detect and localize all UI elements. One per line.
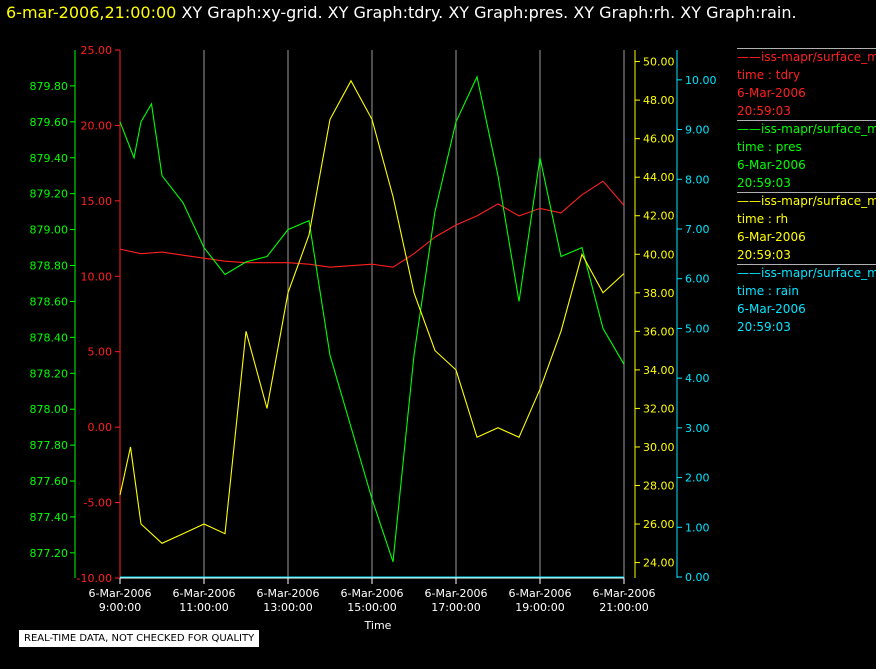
chart-header: 6-mar-2006,21:00:00 XY Graph:xy-grid. XY… <box>6 2 797 24</box>
pres-tick-label: 877.40 <box>30 511 69 524</box>
legend-field: time : rh <box>737 212 789 226</box>
rh-tick-label: 40.00 <box>643 248 675 261</box>
pres-tick-label: 877.20 <box>30 547 69 560</box>
tdry-series-line <box>119 180 625 268</box>
pres-tick-label: 877.80 <box>30 439 69 452</box>
tdry-tick-label: 20.00 <box>81 119 113 132</box>
rh-series-line <box>119 79 625 544</box>
rh-tick-label: 24.00 <box>643 557 675 570</box>
legend-field: time : tdry <box>737 68 801 82</box>
legend-field: time : rain <box>737 284 800 298</box>
rh-tick-label: 46.00 <box>643 133 675 146</box>
rh-tick-label: 30.00 <box>643 441 675 454</box>
rh-tick-label: 42.00 <box>643 210 675 223</box>
rh-tick-label: 34.00 <box>643 364 675 377</box>
legend-time: 20:59:03 <box>737 320 791 334</box>
rh-tick-label: 32.00 <box>643 402 675 415</box>
rain-tick-label: 5.00 <box>685 322 710 335</box>
legend-series-label: ——iss-mapr/surface_m <box>737 122 876 136</box>
x-tick-date: 6-Mar-2006 <box>89 587 152 600</box>
legend-date: 6-Mar-2006 <box>737 158 806 172</box>
rain-tick-label: 4.00 <box>685 372 710 385</box>
rain-tick-label: 3.00 <box>685 422 710 435</box>
legend-separator <box>737 120 876 121</box>
rh-tick-label: 48.00 <box>643 94 675 107</box>
legend-separator <box>737 192 876 193</box>
x-tick-time: 9:00:00 <box>99 601 141 614</box>
legend-series-label: ——iss-mapr/surface_m <box>737 194 876 208</box>
pres-tick-label: 879.80 <box>30 80 69 93</box>
rain-tick-label: 7.00 <box>685 223 710 236</box>
rh-tick-label: 28.00 <box>643 480 675 493</box>
pres-tick-label: 879.00 <box>30 224 69 237</box>
pres-tick-label: 877.60 <box>30 475 69 488</box>
tdry-tick-label: 25.00 <box>81 44 113 57</box>
rh-tick-label: 36.00 <box>643 325 675 338</box>
x-axis-label: Time <box>364 619 392 632</box>
pres-tick-label: 878.40 <box>30 331 69 344</box>
header-timestamp: 6-mar-2006,21:00:00 <box>6 3 177 22</box>
pres-tick-label: 879.60 <box>30 116 69 129</box>
x-tick-date: 6-Mar-2006 <box>425 587 488 600</box>
pres-tick-label: 878.80 <box>30 260 69 273</box>
tdry-tick-label: -5.00 <box>84 497 112 510</box>
pres-series-line <box>119 75 625 562</box>
x-tick-date: 6-Mar-2006 <box>173 587 236 600</box>
rain-tick-label: 8.00 <box>685 173 710 186</box>
tdry-tick-label: 5.00 <box>88 346 113 359</box>
pres-tick-label: 879.40 <box>30 152 69 165</box>
legend-series-label: ——iss-mapr/surface_m <box>737 50 876 64</box>
legend-date: 6-Mar-2006 <box>737 86 806 100</box>
x-tick-time: 13:00:00 <box>263 601 312 614</box>
rain-tick-label: 1.00 <box>685 521 710 534</box>
legend-field: time : pres <box>737 140 802 154</box>
pres-tick-label: 878.60 <box>30 295 69 308</box>
legend-time: 20:59:03 <box>737 248 791 262</box>
legend-separator <box>737 264 876 265</box>
legend-separator <box>737 48 876 49</box>
x-tick-date: 6-Mar-2006 <box>257 587 320 600</box>
pres-tick-label: 878.00 <box>30 403 69 416</box>
legend-time: 20:59:03 <box>737 176 791 190</box>
rain-tick-label: 6.00 <box>685 273 710 286</box>
x-tick-time: 11:00:00 <box>179 601 228 614</box>
rain-tick-label: 0.00 <box>685 571 710 584</box>
tdry-tick-label: -10.00 <box>77 572 112 585</box>
pres-tick-label: 878.20 <box>30 367 69 380</box>
header-graph-list: XY Graph:xy-grid. XY Graph:tdry. XY Grap… <box>181 3 797 22</box>
rh-tick-label: 38.00 <box>643 287 675 300</box>
x-tick-time: 15:00:00 <box>347 601 396 614</box>
pres-tick-label: 879.20 <box>30 188 69 201</box>
rain-tick-label: 9.00 <box>685 124 710 137</box>
tdry-tick-label: 15.00 <box>81 195 113 208</box>
x-tick-time: 17:00:00 <box>431 601 480 614</box>
rh-tick-label: 26.00 <box>643 518 675 531</box>
x-tick-time: 19:00:00 <box>515 601 564 614</box>
rh-tick-label: 44.00 <box>643 171 675 184</box>
legend-series-label: ——iss-mapr/surface_m <box>737 266 876 280</box>
legend-time: 20:59:03 <box>737 104 791 118</box>
x-tick-time: 21:00:00 <box>599 601 648 614</box>
rain-tick-label: 10.00 <box>685 74 717 87</box>
rain-tick-label: 2.00 <box>685 472 710 485</box>
legend-date: 6-Mar-2006 <box>737 302 806 316</box>
tdry-tick-label: 10.00 <box>81 270 113 283</box>
quality-disclaimer: REAL-TIME DATA, NOT CHECKED FOR QUALITY <box>19 630 260 647</box>
rh-tick-label: 50.00 <box>643 56 675 69</box>
legend-date: 6-Mar-2006 <box>737 230 806 244</box>
tdry-tick-label: 0.00 <box>88 421 113 434</box>
x-tick-date: 6-Mar-2006 <box>509 587 572 600</box>
x-tick-date: 6-Mar-2006 <box>593 587 656 600</box>
x-tick-date: 6-Mar-2006 <box>341 587 404 600</box>
